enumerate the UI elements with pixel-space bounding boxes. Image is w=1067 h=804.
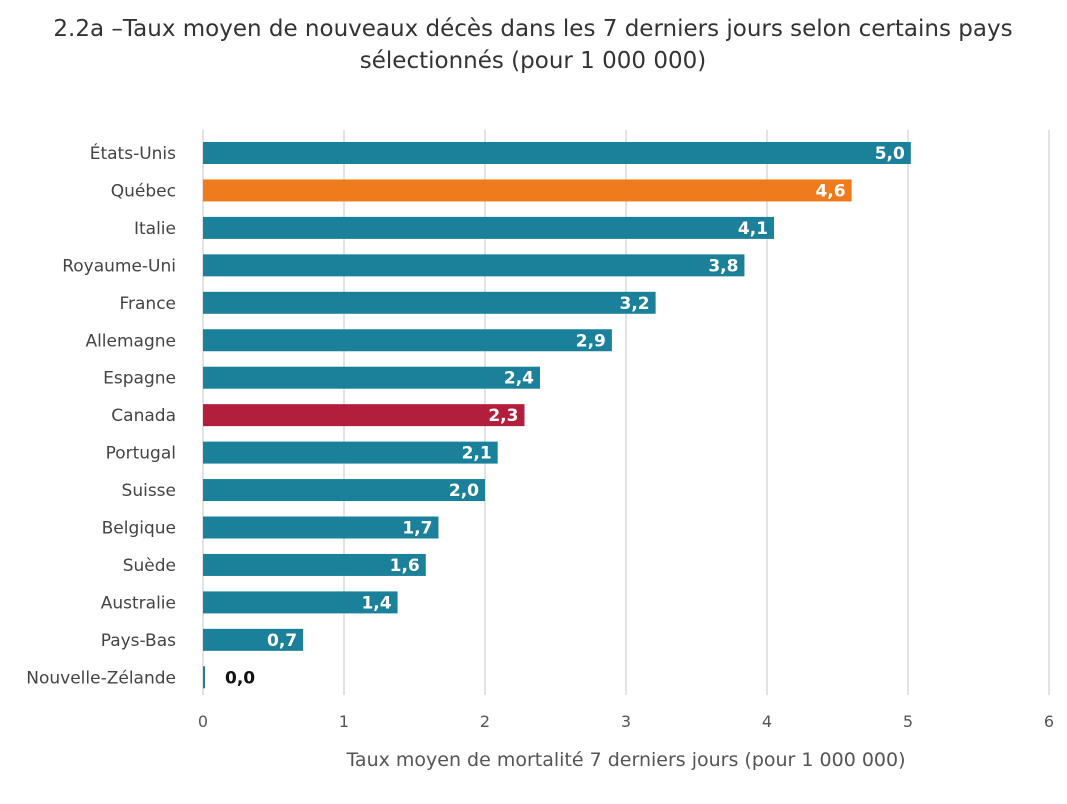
category-label: Pays-Bas (101, 631, 176, 651)
x-tick-label: 3 (621, 712, 631, 731)
category-label: Québec (111, 181, 176, 201)
bar (203, 516, 439, 539)
data-label: 1,6 (390, 556, 420, 576)
category-label: Belgique (102, 519, 176, 539)
data-label: 1,7 (402, 519, 432, 539)
data-labels: 5,0 4,6 4,13,8 3,2 2,9 2,4 2,3 2,1 2,0 1,7 1,6 1,4 0… (225, 144, 905, 688)
data-label: 3,8 (708, 256, 738, 276)
category-label: États-Unis (90, 142, 176, 164)
data-label: 2,0 (449, 481, 479, 501)
bar (203, 479, 485, 502)
x-tick-label: 6 (1044, 712, 1054, 731)
category-label: Italie (134, 219, 176, 239)
category-label: France (119, 294, 176, 314)
bar (203, 553, 426, 576)
x-axis-title: Taux moyen de mortalité 7 derniers jours… (345, 749, 905, 771)
data-label: 2,9 (576, 331, 606, 351)
category-label: Suède (123, 556, 176, 576)
chart-title-line-2: sélectionnés (pour 1 000 000) (360, 48, 706, 74)
category-label: Australie (101, 593, 176, 613)
data-label: 2,4 (504, 369, 534, 389)
x-tick-label: 2 (480, 712, 490, 731)
bar (203, 666, 205, 689)
data-label: 3,2 (619, 294, 649, 314)
bar (203, 329, 612, 352)
x-tick-label: 1 (339, 712, 349, 731)
category-label: Allemagne (85, 331, 176, 351)
bar (203, 441, 498, 464)
chart-title: 2.2a –Taux moyen de nouveaux décès dans … (53, 16, 1012, 74)
data-label: 0,0 (225, 668, 255, 688)
x-tick-label: 0 (198, 712, 208, 731)
x-tick-label: 4 (762, 712, 772, 731)
bar (203, 591, 398, 614)
x-axis-ticks: 0 1 2 3 4 5 6 (198, 712, 1054, 731)
category-labels: États-Unis Québec Italie Royaume-Uni France A… (26, 142, 176, 688)
bar (203, 628, 304, 651)
bar (203, 179, 852, 202)
bars (203, 142, 911, 689)
category-label: Royaume-Uni (62, 256, 176, 276)
data-label: 2,3 (488, 406, 518, 426)
category-label: Nouvelle-Zélande (26, 668, 176, 688)
bar (203, 291, 656, 314)
category-label: Portugal (106, 444, 176, 464)
category-label: Espagne (103, 369, 176, 389)
category-label: Suisse (122, 481, 176, 501)
bar (203, 254, 745, 277)
data-label: 4,1 (738, 219, 768, 239)
data-label: 0,7 (267, 631, 297, 651)
chart-title-line-1: 2.2a –Taux moyen de nouveaux décès dans … (53, 16, 1012, 42)
data-label: 5,0 (875, 144, 905, 164)
bar (203, 366, 540, 389)
data-label: 2,1 (462, 444, 492, 464)
x-tick-label: 5 (903, 712, 913, 731)
bar (203, 216, 775, 239)
data-label: 1,4 (361, 593, 391, 613)
bar (203, 142, 911, 164)
bar (203, 404, 525, 427)
data-label: 4,6 (815, 181, 845, 201)
category-label: Canada (111, 406, 176, 426)
